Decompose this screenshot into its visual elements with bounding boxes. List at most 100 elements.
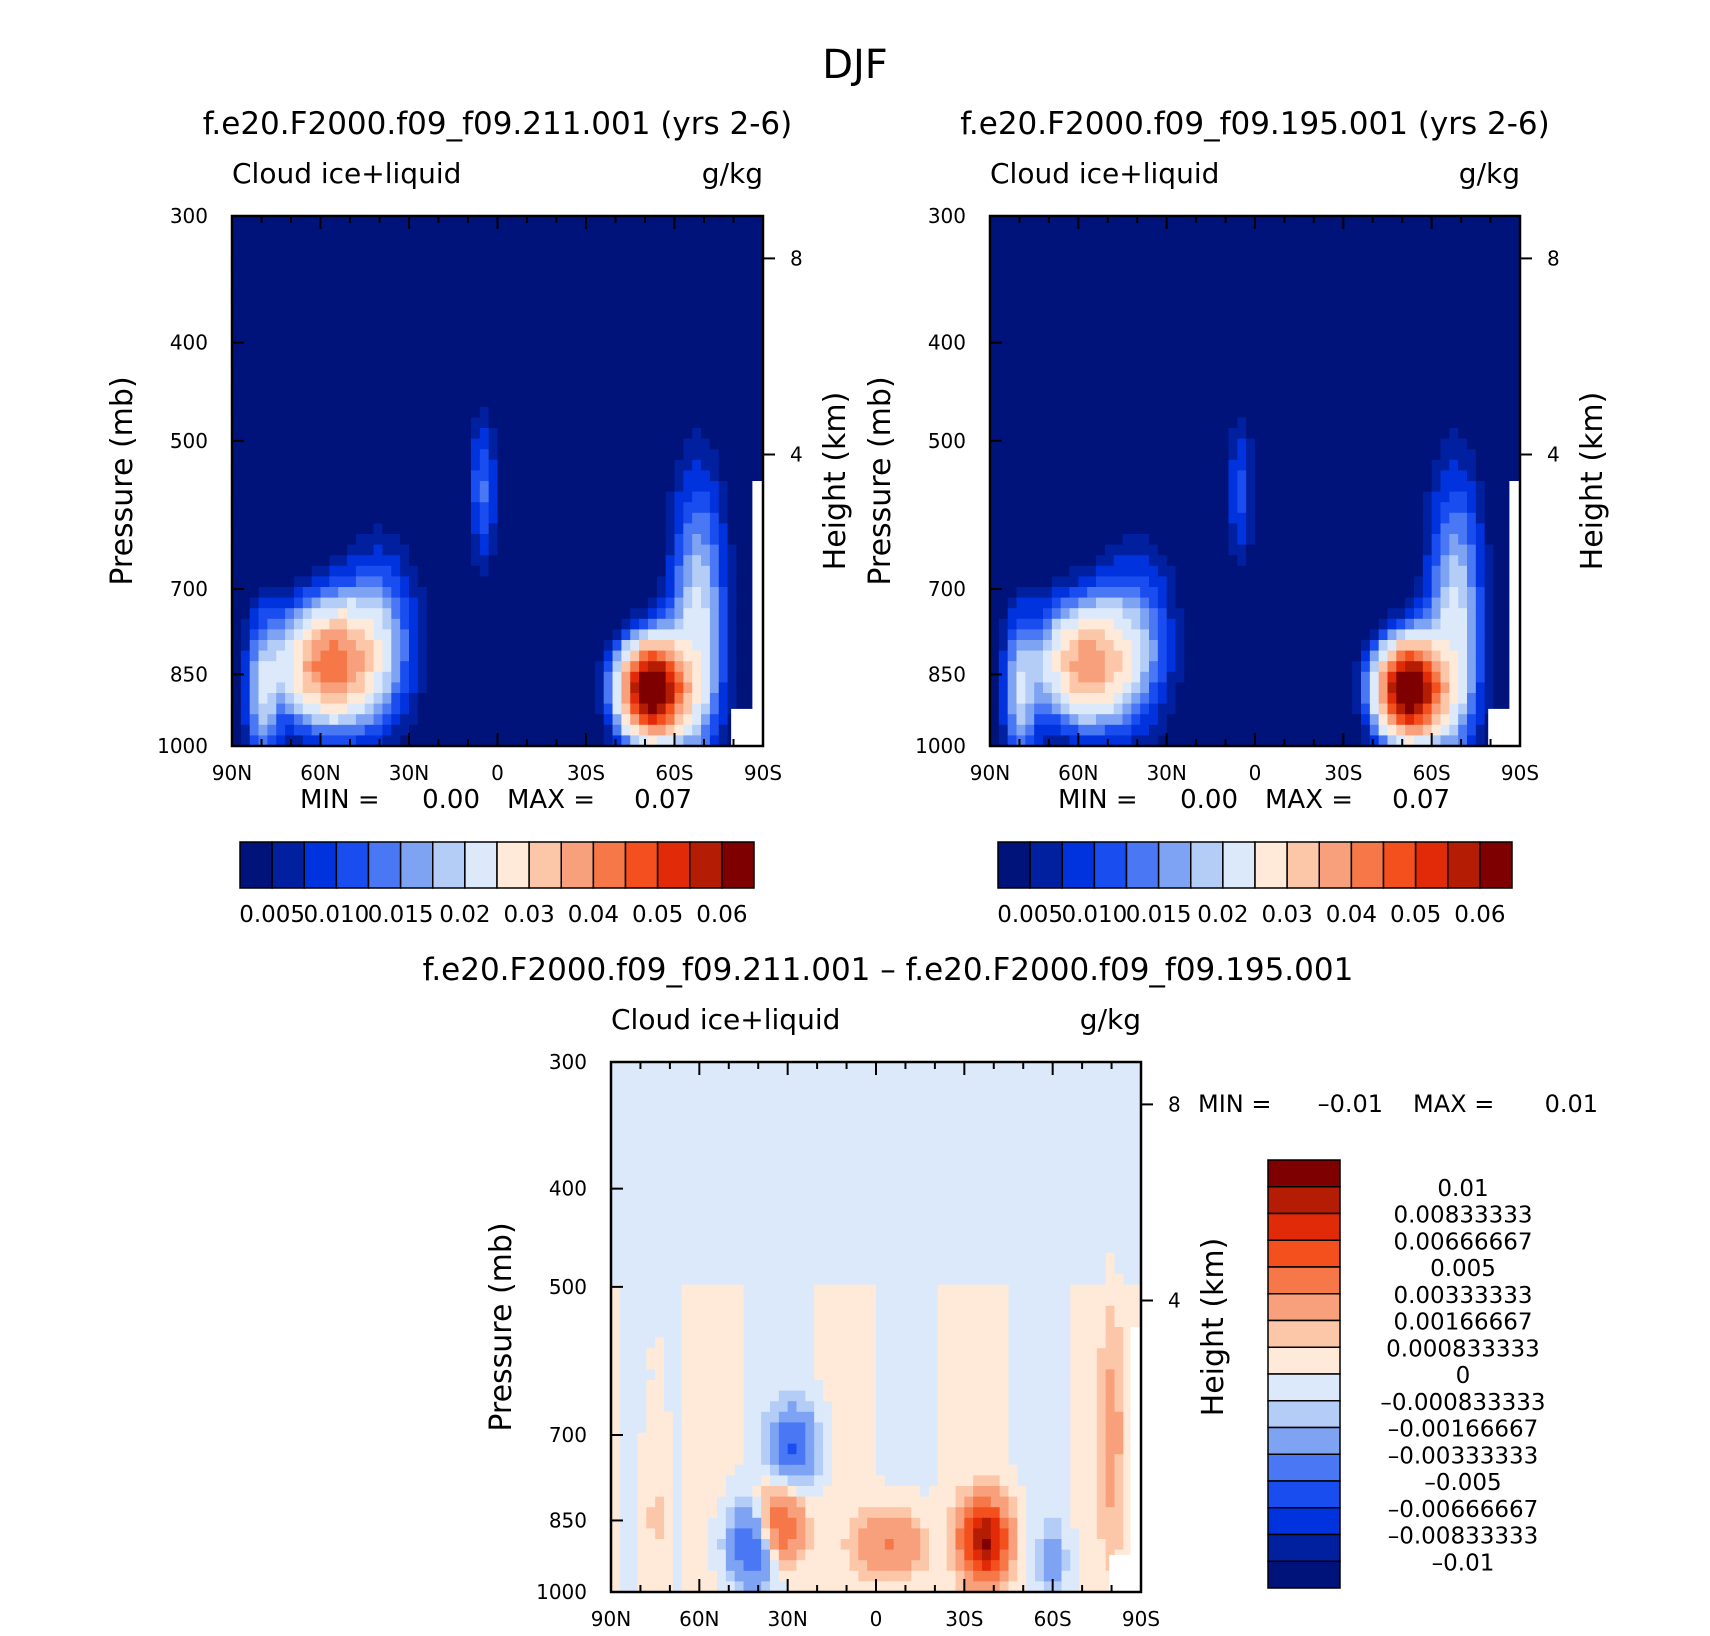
heatmap-cell [1113,396,1124,408]
heatmap-cell [532,417,543,429]
heatmap-cell [727,640,738,652]
heatmap-cell [1255,406,1265,418]
heatmap-cell [400,216,410,228]
heatmap-cell [497,714,507,726]
heatmap-cell [639,428,649,440]
heatmap-cell [364,216,375,228]
heatmap-cell [709,428,720,440]
heatmap-cell [1175,375,1185,387]
heatmap-cell [400,735,410,747]
heatmap-cell [391,671,401,683]
heatmap-cell [524,375,534,387]
heatmap-cell [603,565,614,577]
heatmap-cell [338,608,348,620]
heatmap-cell [674,555,684,567]
heatmap-cell [701,576,711,588]
heatmap-cell [532,661,543,673]
heatmap-cell [488,587,499,599]
heatmap-cell [453,555,463,567]
heatmap-cell [1140,364,1150,376]
heatmap-cell [488,311,499,323]
y-right-tick-label: 8 [790,246,803,270]
heatmap-cell [1096,449,1106,461]
heatmap-cell [1237,703,1247,715]
heatmap-cell [1104,300,1115,312]
heatmap-cell [990,587,1000,599]
heatmap-cell [373,512,384,524]
heatmap-cell [665,258,676,270]
heatmap-cell [1263,650,1274,662]
heatmap-cell [1210,449,1221,461]
heatmap-cell [1051,523,1062,535]
heatmap-cell [506,735,516,747]
heatmap-cell [1184,650,1194,662]
heatmap-cell [1087,481,1097,493]
heatmap-cell [285,523,295,535]
heatmap-cell [990,396,1000,408]
heatmap-cell [364,258,375,270]
heatmap-cell [1122,311,1132,323]
heatmap-cell [639,438,649,450]
heatmap-cell [1131,417,1141,429]
heatmap-cell [1140,576,1150,588]
heatmap-cell [1202,470,1212,482]
heatmap-cell [329,597,339,609]
heatmap-cell [709,565,720,577]
heatmap-cell [559,735,569,747]
heatmap-cell [488,322,499,334]
heatmap-cell [462,385,472,397]
heatmap-cell [1175,682,1185,694]
heatmap-cell [1246,650,1256,662]
heatmap-cell [338,353,348,365]
heatmap-cell [1157,279,1168,291]
heatmap-cell [1228,364,1238,376]
heatmap-cell [541,544,552,556]
heatmap-cell [1007,470,1018,482]
heatmap-cell [1051,650,1062,662]
heatmap-cell [1007,640,1018,652]
heatmap-cell [470,449,481,461]
heatmap-cell [1034,226,1044,238]
heatmap-cell [1210,396,1221,408]
heatmap-cell [1078,385,1088,397]
heatmap-cell [532,523,543,535]
heatmap-cell [603,576,614,588]
heatmap-cell [586,279,596,291]
heatmap-cell [683,237,693,249]
heatmap-cell [745,608,755,620]
heatmap-cell [709,724,720,736]
heatmap-cell [656,269,667,281]
heatmap-cell [232,576,242,588]
heatmap-cell [462,438,472,450]
heatmap-cell [355,629,366,641]
heatmap-cell [639,481,649,493]
heatmap-cell [683,555,693,567]
heatmap-cell [311,449,322,461]
heatmap-cell [665,502,676,514]
heatmap-cell [1166,237,1177,249]
heatmap-cell [453,459,463,471]
heatmap-cell [586,269,596,281]
heatmap-cell [1175,459,1185,471]
heatmap-cell [1255,576,1265,588]
heatmap-cell [1025,682,1035,694]
heatmap-cell [656,438,667,450]
heatmap-cell [1069,661,1079,673]
heatmap-cell [409,311,419,323]
heatmap-cell [1060,724,1071,736]
heatmap-cell [1166,290,1177,302]
heatmap-cell [998,576,1009,588]
heatmap-cell [267,650,277,662]
heatmap-cell [488,269,499,281]
heatmap-cell [435,322,445,334]
heatmap-cell [1184,640,1194,652]
heatmap-cell [630,311,640,323]
heatmap-cell [718,534,729,546]
heatmap-cell [240,481,251,493]
heatmap-cell [701,491,711,503]
heatmap-cell [1166,724,1177,736]
heatmap-cell [462,597,472,609]
heatmap-cell [1069,258,1079,270]
heatmap-cell [400,300,410,312]
heatmap-cell [1193,682,1203,694]
